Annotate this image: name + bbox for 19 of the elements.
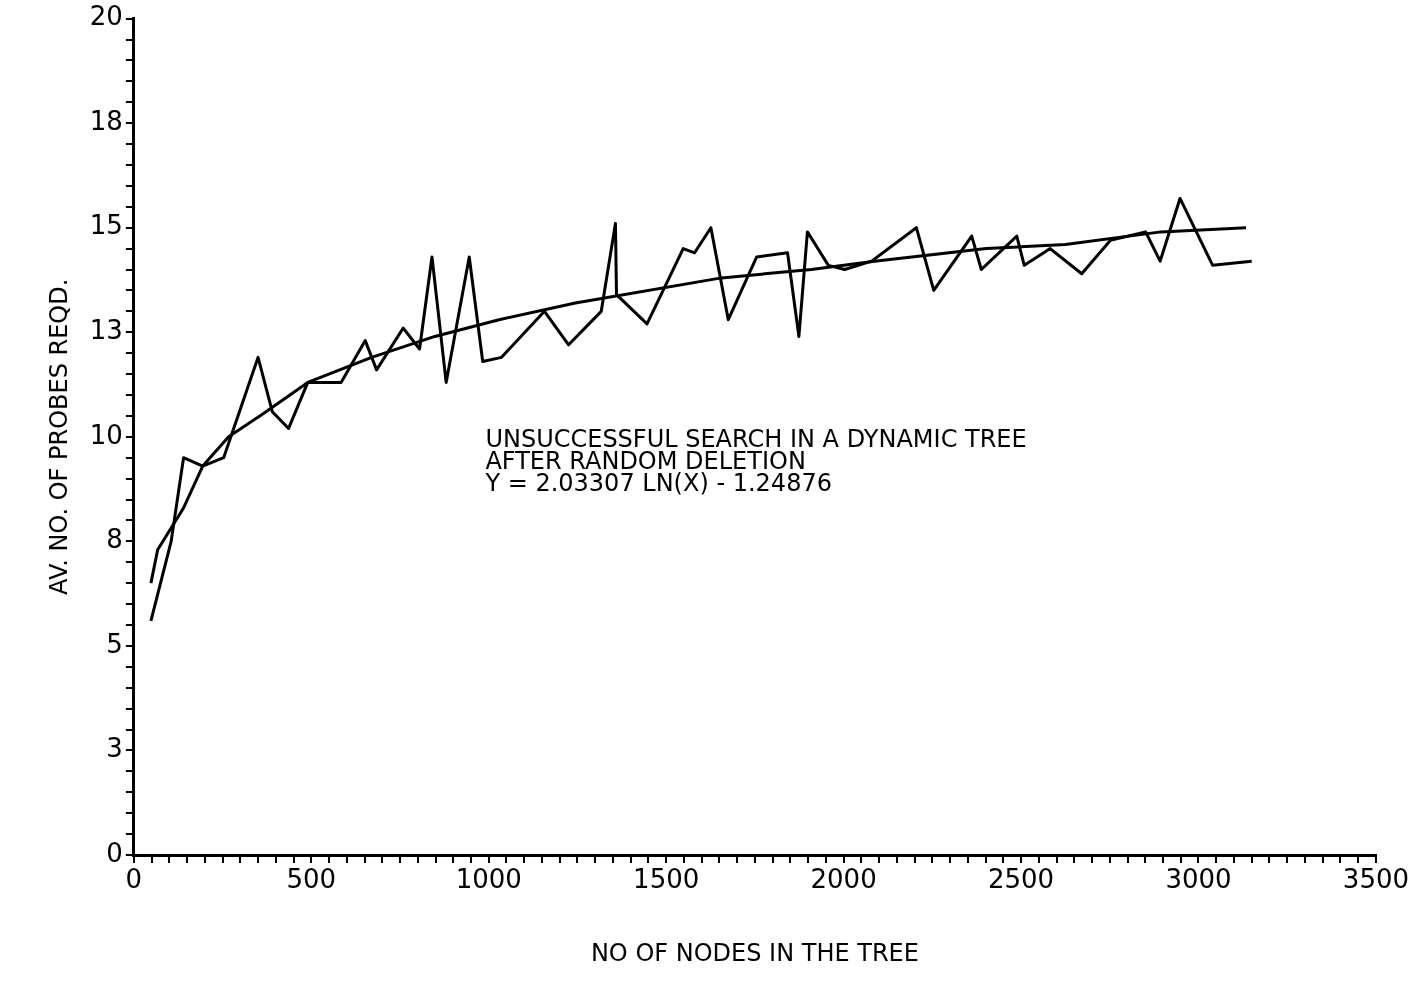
y-axis-title: AV. NO. OF PROBES REQD. <box>44 278 73 595</box>
x-tick-label: 1500 <box>633 864 700 895</box>
y-tick-label: 15 <box>89 210 123 241</box>
x-tick-label: 2500 <box>987 864 1055 895</box>
y-tick-label: 0 <box>106 837 123 868</box>
x-tick-label: 1000 <box>455 864 522 895</box>
y-tick-label: 13 <box>89 315 123 345</box>
x-tick-label: 3000 <box>1165 864 1232 895</box>
y-tick-label: 5 <box>106 628 123 659</box>
x-tick-label: 2000 <box>810 864 877 895</box>
y-tick-label: 18 <box>89 105 123 136</box>
y-tick-label: 8 <box>106 524 123 555</box>
x-tick-label: 500 <box>286 864 337 895</box>
x-axis-title: NO OF NODES IN THE TREE <box>590 938 919 967</box>
y-tick-label: 10 <box>89 419 123 450</box>
x-tick-label: 3500 <box>1342 864 1409 895</box>
y-tick-label: 3 <box>106 733 123 764</box>
y-tick-label: 20 <box>89 1 123 32</box>
x-tick-label: 0 <box>125 864 143 895</box>
